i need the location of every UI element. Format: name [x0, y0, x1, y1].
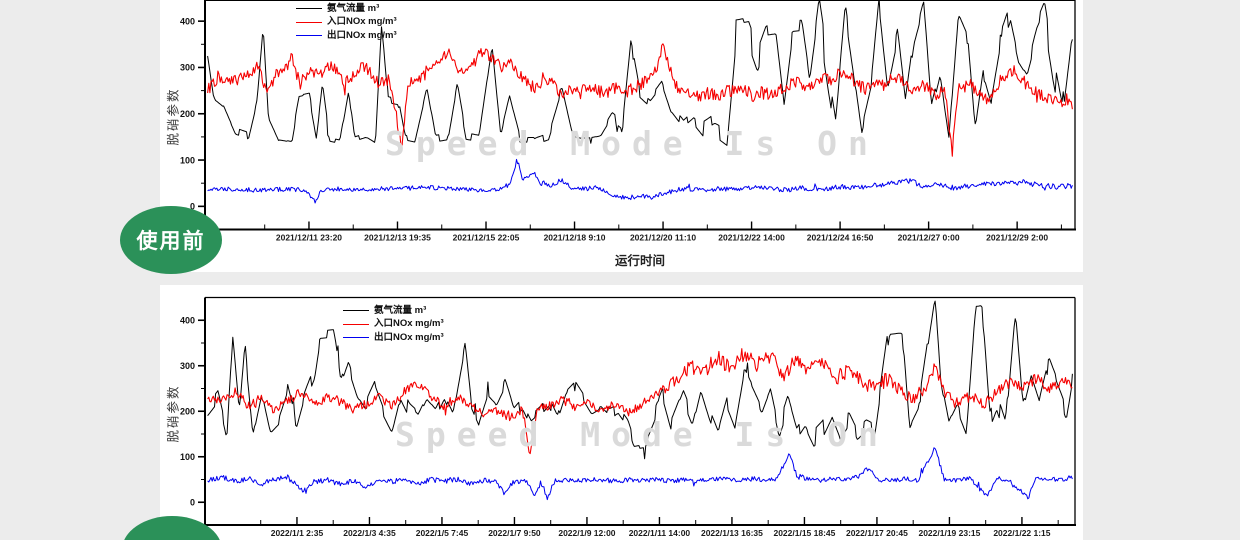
- ammonia-flow-line: [207, 0, 1073, 146]
- x-tick-label: 2022/1/5 7:45: [416, 528, 469, 538]
- axes: [204, 296, 1076, 526]
- x-axis-ticks: 2022/1/1 2:35 2022/1/3 4:35 2022/1/5 7:45 2…: [260, 517, 1059, 538]
- y-axis-title-after: 脱硝参数: [166, 384, 181, 443]
- legend-before: 氨气流量 m³ 入口NOx mg/m³ 出口NOx mg/m³: [296, 2, 397, 43]
- legend-label: 出口NOx mg/m³: [327, 29, 397, 41]
- legend-item-ammonia-flow: 氨气流量 m³: [343, 304, 444, 318]
- x-tick-label: 2021/12/24 16:50: [807, 233, 874, 243]
- watermark-text: Speed Mode Is On: [395, 415, 889, 454]
- y-tick-label: 100: [180, 155, 195, 165]
- before-use-badge: 使用前: [120, 206, 222, 274]
- chart-panel-before: Speed Mode Is On 0 100 200 300 400 2021/12/11…: [160, 0, 1083, 272]
- x-tick-label: 2021/12/18 9:10: [544, 233, 606, 243]
- y-tick-label: 300: [180, 63, 195, 73]
- y-axis-ticks: 0 100 200 300 400: [180, 16, 204, 212]
- outlet-nox-line: [207, 158, 1073, 204]
- chart-panel-after: Speed Mode Is On 0 100 200 300 400 2022/1/1 2…: [160, 285, 1083, 540]
- ammonia-flow-line: [207, 300, 1073, 460]
- x-tick-label: 2022/1/9 12:00: [558, 528, 615, 538]
- legend-item-ammonia-flow: 氨气流量 m³: [296, 2, 397, 16]
- chart-canvas-before: 0 100 200 300 400 2021/12/11 23:20 2021/12/13 …: [180, 0, 1076, 243]
- y-tick-label: 0: [190, 497, 195, 507]
- x-tick-label: 2022/1/3 4:35: [343, 528, 396, 538]
- x-tick-label: 2022/1/22 1:15: [993, 528, 1050, 538]
- legend-item-outlet-nox: 出口NOx mg/m³: [343, 331, 444, 345]
- inlet-nox-line: [207, 43, 1073, 157]
- y-tick-label: 0: [190, 202, 195, 212]
- y-tick-label: 400: [180, 315, 195, 325]
- x-tick-label: 2021/12/29 2:00: [986, 233, 1048, 243]
- x-tick-label: 2021/12/11 23:20: [276, 233, 342, 243]
- y-tick-label: 300: [180, 361, 195, 371]
- x-tick-label: 2021/12/20 11:10: [630, 233, 696, 243]
- y-tick-label: 100: [180, 452, 195, 462]
- y-tick-label: 200: [180, 406, 195, 416]
- x-axis-title-before: 运行时间: [614, 254, 665, 268]
- ammonia-flow-line-swatch: [296, 8, 322, 10]
- y-tick-label: 200: [180, 109, 195, 119]
- inlet-nox-line-swatch: [296, 21, 322, 23]
- x-tick-label: 2022/1/19 23:15: [918, 528, 980, 538]
- inlet-nox-line: [207, 348, 1073, 455]
- outlet-nox-line-swatch: [296, 35, 322, 37]
- x-tick-label: 2022/1/13 16:35: [701, 528, 763, 538]
- legend-label: 氨气流量 m³: [374, 304, 427, 316]
- x-tick-label: 2022/1/11 14:00: [629, 528, 691, 538]
- ammonia-flow-line-swatch: [343, 310, 369, 312]
- x-tick-label: 2022/1/1 2:35: [271, 528, 324, 538]
- legend-label: 入口NOx mg/m³: [374, 318, 444, 330]
- outlet-nox-line-swatch: [343, 337, 369, 339]
- y-tick-label: 400: [180, 16, 195, 26]
- legend-after: 氨气流量 m³ 入口NOx mg/m³ 出口NOx mg/m³: [343, 304, 444, 345]
- legend-item-outlet-nox: 出口NOx mg/m³: [296, 29, 397, 43]
- x-axis-ticks: 2021/12/11 23:20 2021/12/13 19:35 2021/12/…: [264, 221, 1062, 243]
- x-tick-label: 2021/12/22 14:00: [718, 233, 785, 243]
- axes: [204, 0, 1076, 231]
- x-tick-label: 2022/1/17 20:45: [846, 528, 908, 538]
- x-tick-label: 2021/12/15 22:05: [453, 233, 520, 243]
- x-tick-label: 2021/12/13 19:35: [364, 233, 431, 243]
- inlet-nox-line-swatch: [343, 323, 369, 325]
- before-use-badge-label: 使用前: [136, 230, 206, 253]
- legend-item-inlet-nox: 入口NOx mg/m³: [343, 318, 444, 332]
- y-axis-title-before: 脱硝参数: [166, 87, 181, 146]
- legend-label: 入口NOx mg/m³: [327, 16, 397, 28]
- y-axis-ticks: 0 100 200 300 400: [180, 315, 204, 507]
- watermark-text: Speed Mode Is On: [385, 124, 879, 163]
- legend-item-inlet-nox: 入口NOx mg/m³: [296, 16, 397, 30]
- x-tick-label: 2022/1/15 18:45: [773, 528, 835, 538]
- legend-label: 氨气流量 m³: [327, 2, 380, 14]
- outlet-nox-line: [207, 447, 1073, 501]
- legend-label: 出口NOx mg/m³: [374, 331, 444, 343]
- x-tick-label: 2022/1/7 9:50: [488, 528, 541, 538]
- x-tick-label: 2021/12/27 0:00: [898, 233, 960, 243]
